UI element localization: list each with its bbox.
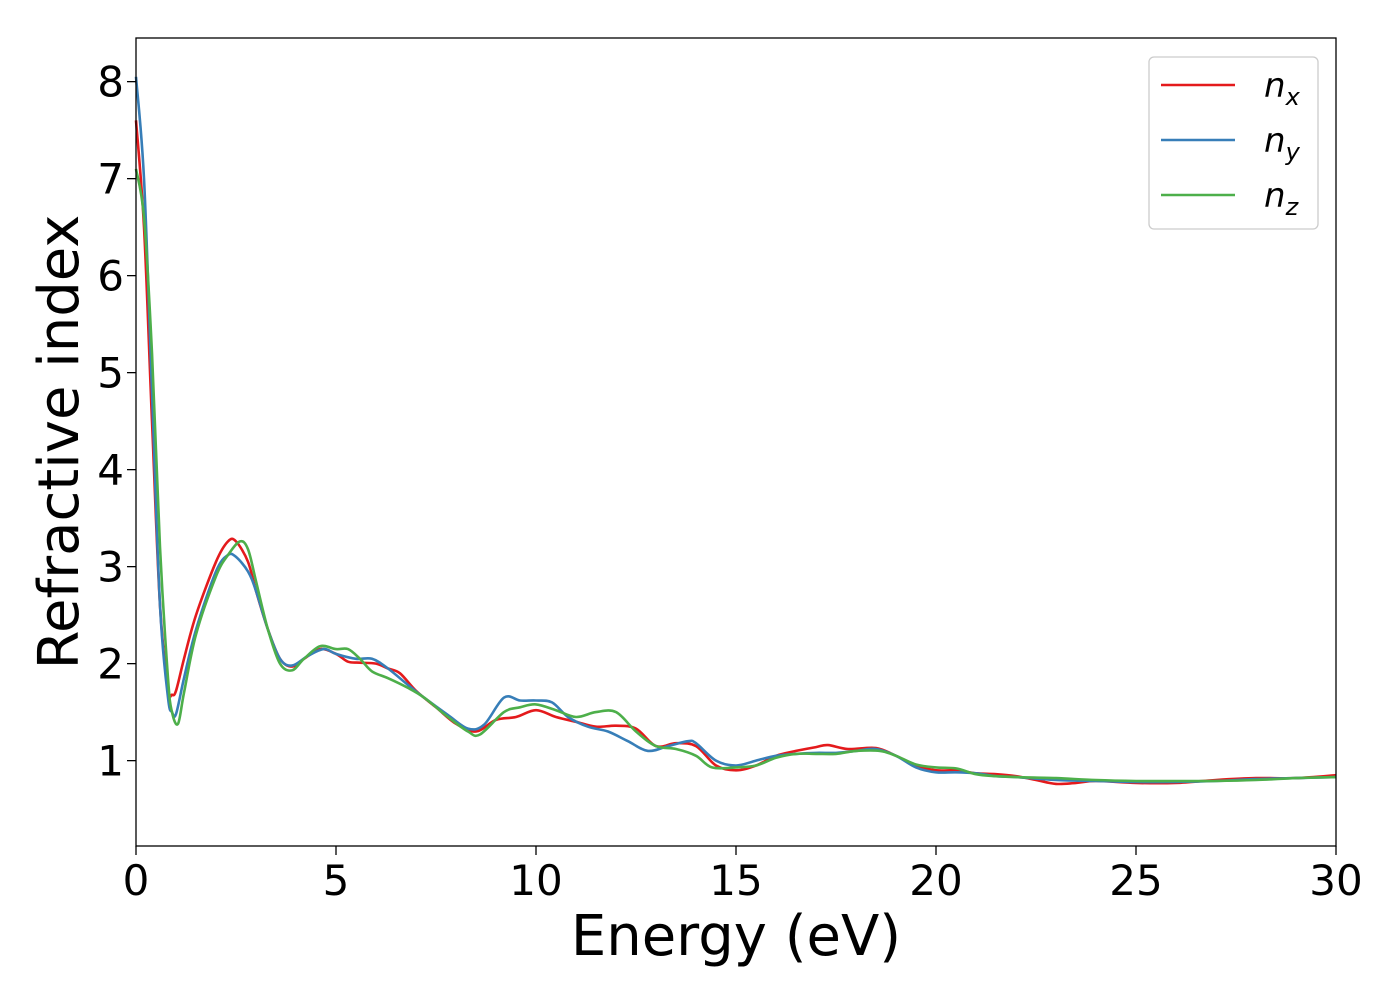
series-line-n-y (134, 76, 1337, 784)
y-tick-label: 4 (97, 446, 124, 495)
legend-label: nz (1264, 176, 1300, 221)
y-tick-label: 7 (97, 155, 124, 204)
y-tick-label: 2 (97, 640, 124, 689)
x-tick-label: 20 (909, 856, 962, 905)
plot-lines (134, 76, 1337, 786)
x-tick-label: 30 (1309, 856, 1362, 905)
legend-label: ny (1264, 121, 1301, 166)
series-line-n-z (134, 168, 1337, 783)
legend-box (1148, 56, 1319, 230)
x-axis-ticks: 0 5 10 15 20 25 30 (123, 846, 1363, 905)
series-line-n-x (134, 120, 1337, 786)
y-tick-label: 8 (97, 58, 124, 107)
y-tick-label: 3 (97, 543, 124, 592)
y-axis-label: Refractive index (27, 215, 92, 670)
y-tick-label: 5 (97, 349, 124, 398)
y-tick-label: 1 (97, 737, 124, 786)
x-tick-label: 15 (709, 856, 762, 905)
x-tick-label: 25 (1109, 856, 1162, 905)
x-axis-label: Energy (eV) (571, 904, 901, 969)
x-tick-label: 5 (323, 856, 350, 905)
x-tick-label: 10 (509, 856, 562, 905)
x-tick-label: 0 (123, 856, 150, 905)
y-axis-ticks: 1 2 3 4 5 6 7 8 (97, 58, 136, 786)
legend-label: nx (1264, 66, 1301, 111)
legend: nx ny nz (1148, 56, 1319, 230)
y-tick-label: 6 (97, 252, 124, 301)
